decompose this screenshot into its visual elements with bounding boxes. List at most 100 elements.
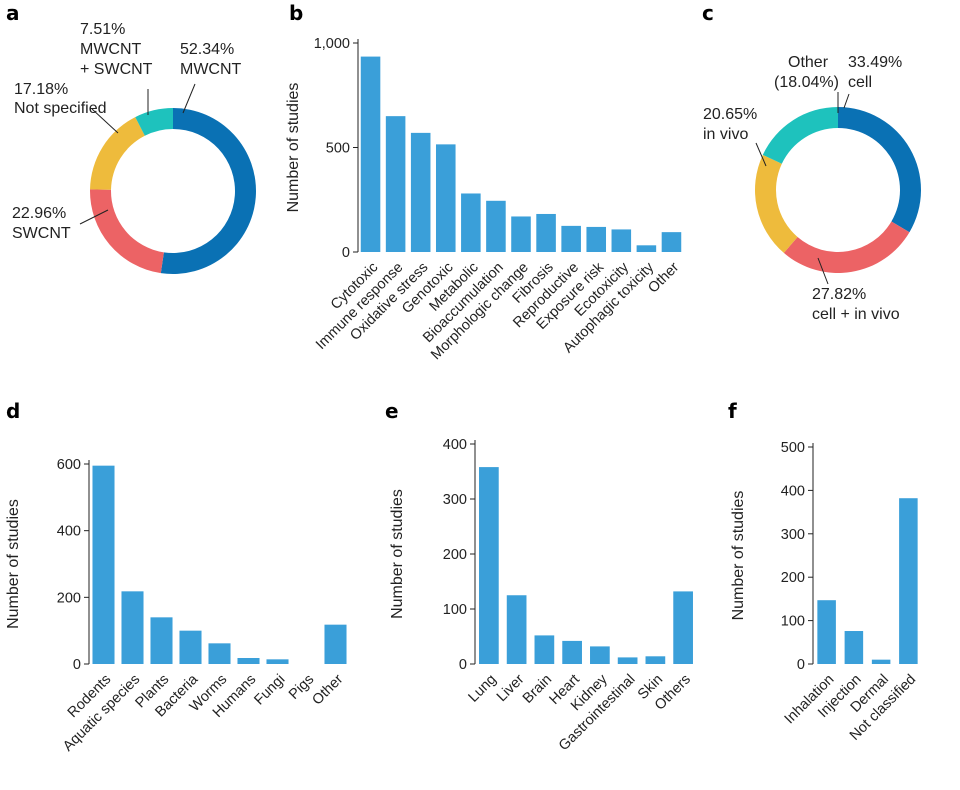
bar-b-reproductive bbox=[561, 225, 581, 252]
label-a-mixed-line1: MWCNT bbox=[80, 41, 142, 58]
label-c-cell: cell bbox=[848, 74, 872, 91]
bar-f-injection bbox=[844, 631, 864, 664]
x-tick-label-d-fungi: Fungi bbox=[251, 672, 288, 709]
bar-e-heart bbox=[562, 640, 582, 664]
label-a-swcnt-pct: 22.96% bbox=[12, 205, 66, 222]
label-a-mwcnt: MWCNT bbox=[180, 61, 242, 78]
label-a-swcnt: SWCNT bbox=[12, 225, 71, 242]
y-tick-label-f: 300 bbox=[781, 527, 805, 543]
donut-chart-c bbox=[755, 107, 921, 273]
x-tick-label-e-lung: Lung bbox=[466, 672, 500, 706]
donut-chart-a bbox=[90, 108, 256, 274]
label-c-other: Other bbox=[788, 54, 829, 71]
bar-b-immune-response bbox=[385, 116, 406, 253]
label-a-mwcnt-pct: 52.34% bbox=[180, 41, 234, 58]
panel-letter-b: b bbox=[289, 1, 303, 25]
y-tick-label-e: 100 bbox=[443, 602, 467, 618]
y-tick-label-e: 300 bbox=[443, 492, 467, 508]
bar-b-cytotoxic bbox=[360, 56, 381, 253]
bar-b-morphologic-change bbox=[511, 216, 531, 252]
bar-d-worms bbox=[208, 643, 231, 664]
label-c-invivo: in vivo bbox=[703, 126, 748, 143]
bar-e-others bbox=[673, 591, 693, 664]
label-c-cell-pct: 33.49% bbox=[848, 54, 902, 71]
bar-e-liver bbox=[506, 595, 527, 664]
bar-d-humans bbox=[237, 658, 260, 664]
bar-d-plants bbox=[150, 617, 173, 664]
donut-c-annotations: Other (18.04%) 33.49% cell 20.65% in viv… bbox=[703, 54, 902, 323]
y-tick-label-f: 500 bbox=[781, 440, 805, 456]
x-tick-label-d-other: Other bbox=[309, 671, 346, 708]
panel-letter-c: c bbox=[702, 1, 714, 25]
label-a-unspec-pct: 17.18% bbox=[14, 81, 68, 98]
donut-a-slice-mwcnt bbox=[160, 108, 256, 274]
bar-e-skin bbox=[645, 656, 666, 664]
bar-b-bioaccumulation bbox=[486, 200, 506, 252]
bar-f-inhalation bbox=[817, 600, 836, 664]
donut-a-annotations: 7.51% MWCNT + SWCNT 52.34% MWCNT 17.18% … bbox=[12, 21, 242, 242]
bar-b-ecotoxicity bbox=[611, 229, 632, 252]
label-c-other-pct: (18.04%) bbox=[774, 74, 839, 91]
donut-a-slice-mwcnt-swcnt bbox=[135, 108, 173, 136]
bar-e-kidney bbox=[590, 646, 610, 664]
y-tick-label-b: 500 bbox=[326, 141, 350, 157]
bar-d-bacteria bbox=[179, 630, 202, 664]
y-tick-label-e: 0 bbox=[459, 657, 467, 673]
y-tick-label-f: 100 bbox=[781, 614, 805, 630]
y-tick-label-d: 0 bbox=[73, 657, 81, 673]
y-axis-label-e: Number of studies bbox=[389, 489, 406, 619]
panel-letter-a: a bbox=[6, 1, 20, 25]
bar-e-gastrointestinal bbox=[617, 657, 638, 664]
bar-b-metabolic bbox=[461, 193, 481, 252]
panel-letter-d: d bbox=[6, 399, 20, 423]
donut-c-slice-cell bbox=[838, 107, 921, 233]
donut-a-slice-not-specified bbox=[90, 117, 145, 190]
y-tick-label-e: 200 bbox=[443, 547, 467, 563]
y-axis-label-f: Number of studies bbox=[730, 491, 747, 621]
bar-chart-e: 0 100 200 300 400 Number of studies LungLiverB… bbox=[389, 437, 694, 754]
panel-letter-e: e bbox=[385, 399, 399, 423]
bar-b-other bbox=[661, 232, 682, 252]
label-a-unspec: Not specified bbox=[14, 100, 107, 117]
label-c-cellvivo: cell + in vivo bbox=[812, 306, 900, 323]
x-tick-label-e-liver: Liver bbox=[494, 671, 528, 705]
y-axis-label-b: Number of studies bbox=[285, 83, 302, 213]
y-tick-label-d: 200 bbox=[57, 590, 81, 606]
bar-f-dermal bbox=[871, 659, 891, 664]
bar-f-not-classified bbox=[899, 498, 918, 664]
label-a-mixed-line2: + SWCNT bbox=[80, 61, 153, 78]
y-tick-label-f: 0 bbox=[797, 657, 805, 673]
donut-c-slice-cell-in-vivo bbox=[783, 221, 910, 273]
y-tick-label-d: 400 bbox=[57, 524, 81, 540]
bar-d-rodents bbox=[92, 465, 115, 664]
donut-a-slice-swcnt bbox=[90, 189, 164, 274]
bar-b-oxidative-stress bbox=[410, 132, 431, 252]
bar-e-brain bbox=[534, 635, 555, 664]
y-tick-label-b: 1,000 bbox=[314, 36, 350, 52]
y-tick-label-b: 0 bbox=[342, 245, 350, 261]
y-tick-label-e: 400 bbox=[443, 437, 467, 453]
bar-b-genotoxic bbox=[435, 144, 456, 252]
donut-c-slice-in-vivo bbox=[755, 154, 798, 253]
bar-b-fibrosis bbox=[536, 213, 556, 252]
panel-letter-f: f bbox=[728, 399, 737, 423]
bar-d-aquatic-species bbox=[121, 591, 144, 664]
label-a-mixed-pct: 7.51% bbox=[80, 21, 125, 38]
donut-c-slice-other bbox=[762, 107, 838, 164]
y-axis-label-d: Number of studies bbox=[5, 499, 22, 629]
bar-d-other bbox=[324, 624, 347, 664]
y-tick-label-f: 400 bbox=[781, 483, 805, 499]
y-tick-label-d: 600 bbox=[57, 457, 81, 473]
x-tick-label-e-brain: Brain bbox=[520, 672, 555, 707]
label-c-cellvivo-pct: 27.82% bbox=[812, 286, 866, 303]
bar-d-fungi bbox=[266, 659, 289, 664]
bar-b-exposure-risk bbox=[586, 226, 607, 252]
bar-b-autophagic-toxicity bbox=[636, 245, 657, 252]
label-c-invivo-pct: 20.65% bbox=[703, 106, 757, 123]
y-tick-label-f: 200 bbox=[781, 570, 805, 586]
bar-e-lung bbox=[479, 467, 499, 664]
